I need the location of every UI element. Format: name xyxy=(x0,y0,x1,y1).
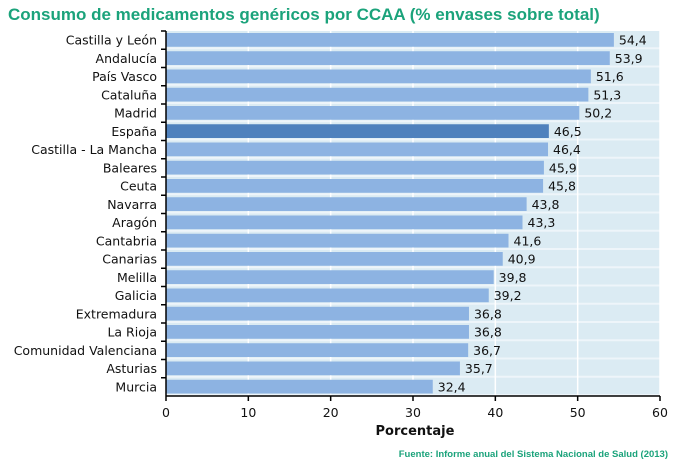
category-label: Cataluña xyxy=(101,87,157,102)
x-tick-label: 30 xyxy=(405,405,421,420)
data-label: 45,9 xyxy=(549,160,577,175)
category-label: Galicia xyxy=(115,288,157,303)
data-label: 39,8 xyxy=(499,270,527,285)
data-label: 54,4 xyxy=(619,33,647,48)
bar-murcia xyxy=(166,379,433,394)
bar-asturias xyxy=(166,361,460,376)
x-tick-label: 0 xyxy=(162,405,170,420)
bar-la-rioja xyxy=(166,325,469,339)
chart-title: Consumo de medicamentos genéricos por CC… xyxy=(8,5,600,24)
data-label: 36,8 xyxy=(474,306,502,321)
x-tick-label: 10 xyxy=(240,405,256,420)
data-label: 41,6 xyxy=(514,233,542,248)
bar-castilla-la-mancha xyxy=(166,142,549,157)
data-label: 46,5 xyxy=(554,124,582,139)
x-tick-label: 50 xyxy=(570,405,586,420)
category-label: Castilla - La Mancha xyxy=(31,142,157,157)
bar-galicia xyxy=(166,288,489,303)
bar-canarias xyxy=(166,252,503,266)
category-label: Asturias xyxy=(106,361,157,376)
bar-extremadura xyxy=(166,306,469,321)
data-label: 53,9 xyxy=(615,51,643,66)
category-label: Canarias xyxy=(102,252,157,267)
data-label: 40,9 xyxy=(508,252,536,267)
bar-madrid xyxy=(166,106,580,120)
bar-arag-n xyxy=(166,215,523,230)
bar-castilla-y-le-n xyxy=(166,33,614,47)
bar-comunidad-valenciana xyxy=(166,343,469,357)
x-tick-label: 40 xyxy=(487,405,503,420)
category-label: Melilla xyxy=(117,270,157,285)
bar-andaluc-a xyxy=(166,51,610,65)
category-label: Murcia xyxy=(115,379,157,394)
bar-pa-s-vasco xyxy=(166,69,591,84)
category-label: Comunidad Valenciana xyxy=(14,343,157,358)
category-label: La Rioja xyxy=(107,325,157,340)
bar-catalu-a xyxy=(166,87,589,102)
bar-ceuta xyxy=(166,179,544,193)
category-label: País Vasco xyxy=(92,69,157,84)
bar-baleares xyxy=(166,160,544,175)
data-label: 36,7 xyxy=(473,343,501,358)
source-note: Fuente: Informe anual del Sistema Nacion… xyxy=(398,449,668,460)
category-label: Madrid xyxy=(114,106,157,121)
bar-espa-a xyxy=(166,124,549,138)
data-label: 43,8 xyxy=(532,197,560,212)
data-label: 46,4 xyxy=(553,142,581,157)
category-label: Aragón xyxy=(112,215,157,230)
category-label: Extremadura xyxy=(76,306,157,321)
category-label: Andalucía xyxy=(96,51,157,66)
data-label: 43,3 xyxy=(528,215,556,230)
bar-melilla xyxy=(166,270,494,284)
x-tick-label: 60 xyxy=(652,405,668,420)
category-label: Cantabria xyxy=(96,233,157,248)
category-label: Baleares xyxy=(103,160,157,175)
data-label: 36,8 xyxy=(474,325,502,340)
data-label: 35,7 xyxy=(465,361,493,376)
category-label: Ceuta xyxy=(120,179,157,194)
data-label: 51,3 xyxy=(593,87,621,102)
bar-cantabria xyxy=(166,233,509,248)
bar-navarra xyxy=(166,197,527,211)
data-label: 51,6 xyxy=(596,69,624,84)
data-label: 32,4 xyxy=(438,379,466,394)
data-label: 45,8 xyxy=(548,179,576,194)
category-label: Castilla y León xyxy=(66,33,157,48)
data-label: 50,2 xyxy=(584,106,612,121)
x-tick-label: 20 xyxy=(323,405,339,420)
category-label: España xyxy=(111,124,157,139)
x-axis-label: Porcentaje xyxy=(375,424,455,439)
data-label: 39,2 xyxy=(494,288,522,303)
category-label: Navarra xyxy=(107,197,157,212)
